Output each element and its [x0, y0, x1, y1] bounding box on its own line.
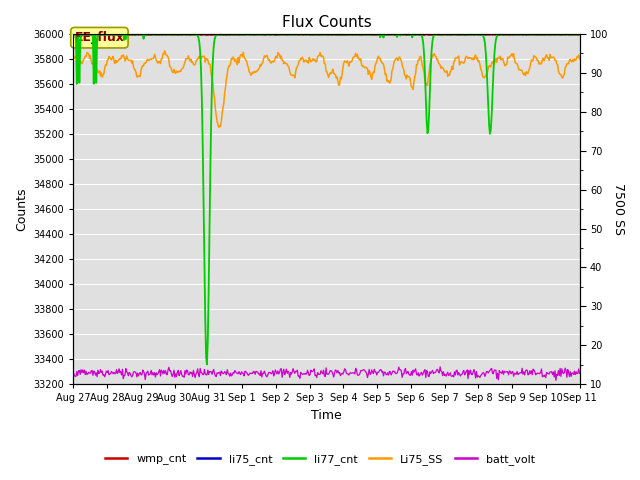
Title: Flux Counts: Flux Counts — [282, 15, 371, 30]
Text: EE_flux: EE_flux — [74, 31, 124, 44]
Y-axis label: 7500 SS: 7500 SS — [612, 183, 625, 235]
X-axis label: Time: Time — [311, 409, 342, 422]
Legend: wmp_cnt, li75_cnt, li77_cnt, Li75_SS, batt_volt: wmp_cnt, li75_cnt, li77_cnt, Li75_SS, ba… — [100, 450, 540, 469]
Y-axis label: Counts: Counts — [15, 187, 28, 231]
